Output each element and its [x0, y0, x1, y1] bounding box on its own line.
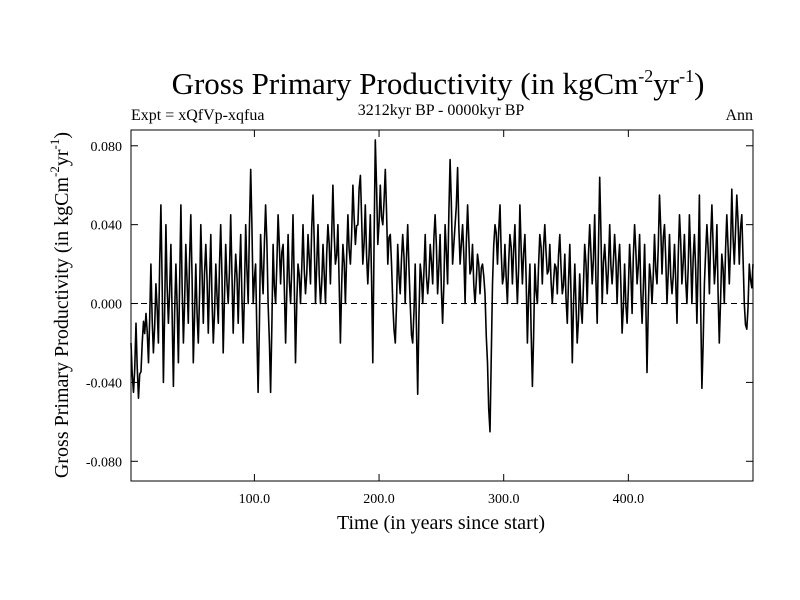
- y-tick-label: 0.040: [91, 219, 123, 234]
- y-tick-label: -0.080: [86, 455, 122, 470]
- x-axis: 100.0 200.0 300.0 400.0: [239, 130, 644, 507]
- gpp-series-line: [130, 139, 754, 433]
- y-tick-label: 0.000: [91, 298, 123, 313]
- x-tick-label: 100.0: [239, 492, 271, 507]
- experiment-label: Expt = xQfVp-xqfua: [131, 107, 264, 124]
- x-tick-label: 200.0: [363, 492, 395, 507]
- y-axis-label: Gross Primary Productivity (in kgCm-2yr-…: [47, 132, 73, 478]
- x-tick-label: 300.0: [488, 492, 520, 507]
- x-axis-label: Time (in years since start): [337, 512, 545, 534]
- x-tick-label: 400.0: [613, 492, 645, 507]
- y-tick-label: 0.080: [91, 140, 123, 155]
- period-label: 3212kyr BP - 0000kyr BP: [358, 102, 525, 119]
- season-label: Ann: [725, 107, 753, 124]
- plot-frame: [130, 129, 754, 482]
- y-tick-label: -0.040: [86, 376, 122, 391]
- chart-title: Gross Primary Productivity (in kgCm-2yr-…: [172, 66, 705, 101]
